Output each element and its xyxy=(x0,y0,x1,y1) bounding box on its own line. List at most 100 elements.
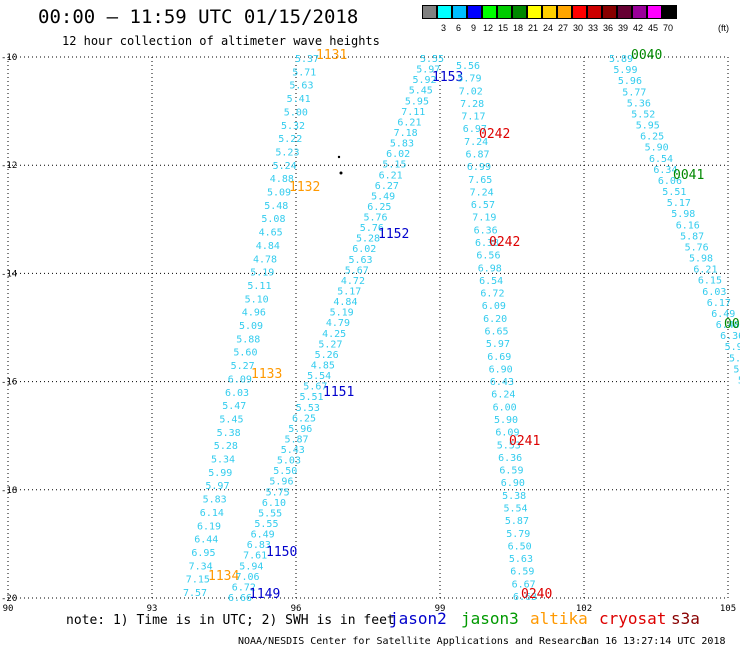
wave-height-value: 5.36 xyxy=(627,98,651,109)
wave-height-value: 7.65 xyxy=(468,175,492,186)
lon-label: 90 xyxy=(3,604,14,614)
wave-height-value: 6.90 xyxy=(501,478,525,489)
legend-label: 9 xyxy=(471,23,477,33)
pass-time-label: 1152 xyxy=(378,227,409,242)
wave-height-value: 7.18 xyxy=(394,128,418,139)
pass-time-label: 1134 xyxy=(208,569,239,584)
wave-height-value: 5.24 xyxy=(273,161,297,172)
wave-height-value: 6.59 xyxy=(499,466,523,477)
wave-height-value: 6.49 xyxy=(251,530,275,541)
wave-height-value: 6.67 xyxy=(512,579,536,590)
wave-height-value: 5.94 xyxy=(239,561,263,572)
wave-height-value: 5.63 xyxy=(349,255,373,266)
wave-height-value: 5.45 xyxy=(219,415,243,426)
wave-height-value: 7.11 xyxy=(401,107,425,118)
pass-time-label: 00 xyxy=(724,317,740,332)
legend-label: 70 xyxy=(663,23,674,33)
wave-height-value: 5.00 xyxy=(284,107,308,118)
wave-height-value: 5.55 xyxy=(254,519,278,530)
wave-height-value: 5.27 xyxy=(318,339,342,350)
wave-height-value: 6.20 xyxy=(483,314,507,325)
wave-height-value: 6.38 xyxy=(475,238,499,249)
wave-height-value: 7.02 xyxy=(459,86,483,97)
wave-height-value: 5.26 xyxy=(315,350,339,361)
wave-height-value: 5.50 xyxy=(273,466,297,477)
legend-swatch xyxy=(617,5,632,19)
wave-height-value: 5.95 xyxy=(405,96,429,107)
wave-height-value: 6.72 xyxy=(480,289,504,300)
wave-height-value: 5.90 xyxy=(725,342,740,353)
wave-height-value: 5.77 xyxy=(622,87,646,98)
wave-height-value: 7.17 xyxy=(461,112,485,123)
island-marker xyxy=(339,171,343,175)
legend-label: 45 xyxy=(648,23,659,33)
wave-height-value: 5.98 xyxy=(671,209,695,220)
wave-height-value: 6.09 xyxy=(495,428,519,439)
wave-height-value: 6.36 xyxy=(720,331,740,342)
wave-height-value: 6.69 xyxy=(487,352,511,363)
wave-height-value: 6.36 xyxy=(474,225,498,236)
wave-height-value: 6.21 xyxy=(397,117,421,128)
wave-height-value: 6.56 xyxy=(476,251,500,262)
wave-height-value: 5.87 xyxy=(505,516,529,527)
legend-swatch xyxy=(587,5,602,19)
lat-label: -18 xyxy=(1,486,17,496)
legend-swatch xyxy=(527,5,542,19)
wave-height-value: 7.28 xyxy=(460,99,484,110)
lat-label: -16 xyxy=(1,378,17,388)
wave-height-value: 5.55 xyxy=(420,54,444,65)
wave-height-value: 5.53 xyxy=(296,403,320,414)
wave-height-value: 6.66 xyxy=(228,593,252,604)
wave-height-value: 6.21 xyxy=(379,170,403,181)
pass-time-label: 0041 xyxy=(673,168,704,183)
wave-height-value: 7.24 xyxy=(470,187,494,198)
pass-time-label: 1151 xyxy=(323,385,354,400)
wave-height-value: 4.88 xyxy=(270,174,294,185)
wave-height-value: 5.61 xyxy=(733,364,740,375)
wave-height-value: 5.11 xyxy=(247,281,271,292)
wave-height-value: 5.51 xyxy=(662,187,686,198)
wave-height-value: 4.96 xyxy=(242,308,266,319)
wave-height-value: 5.15 xyxy=(382,160,406,171)
wave-height-value: 5.67 xyxy=(345,265,369,276)
wave-height-value: 7.34 xyxy=(189,561,213,572)
wave-height-value: 6.90 xyxy=(489,364,513,375)
wave-height-value: 5.63 xyxy=(289,81,313,92)
legend-label: 6 xyxy=(456,23,462,33)
legend-swatch xyxy=(437,5,452,19)
island-marker xyxy=(337,155,341,159)
wave-height-value: 4.84 xyxy=(333,297,357,308)
lat-label: -10 xyxy=(1,53,17,63)
wave-height-value: 5.54 xyxy=(307,371,331,382)
wave-height-value: 5.60 xyxy=(233,348,257,359)
wave-height-value: 5.56 xyxy=(456,61,480,72)
wave-height-value: 6.03 xyxy=(702,287,726,298)
wave-height-value: 5.87 xyxy=(285,435,309,446)
legend-swatch xyxy=(497,5,512,19)
wave-height-value: 4.25 xyxy=(322,329,346,340)
wave-height-value: 5.78 xyxy=(729,353,740,364)
wave-height-value: 5.55 xyxy=(258,509,282,520)
wave-height-value: 6.43 xyxy=(490,377,514,388)
lat-label: -14 xyxy=(1,269,17,279)
wave-height-value: 6.59 xyxy=(510,567,534,578)
satellite-name-jason3: jason3 xyxy=(461,609,519,628)
wave-height-value: 5.51 xyxy=(300,392,324,403)
wave-height-value: 6.25 xyxy=(640,132,664,143)
legend-swatch xyxy=(512,5,527,19)
wave-height-value: 5.10 xyxy=(245,294,269,305)
wave-height-value: 6.49 xyxy=(711,309,735,320)
legend-label: 21 xyxy=(528,23,539,33)
wave-height-value: 6.15 xyxy=(698,276,722,287)
wave-height-value: 6.02 xyxy=(386,149,410,160)
wave-height-value: 5.03 xyxy=(277,456,301,467)
wave-height-value: 5.22 xyxy=(278,134,302,145)
wave-height-value: 7.06 xyxy=(236,572,260,583)
wave-height-value: 5.97 xyxy=(205,481,229,492)
wave-height-value: 5.88 xyxy=(236,334,260,345)
wave-height-value: 5.45 xyxy=(409,86,433,97)
wave-height-value: 6.19 xyxy=(197,521,221,532)
lon-label: 102 xyxy=(576,604,592,614)
wave-height-value: 5.09 xyxy=(239,321,263,332)
wave-height-value: 6.06 xyxy=(658,176,682,187)
